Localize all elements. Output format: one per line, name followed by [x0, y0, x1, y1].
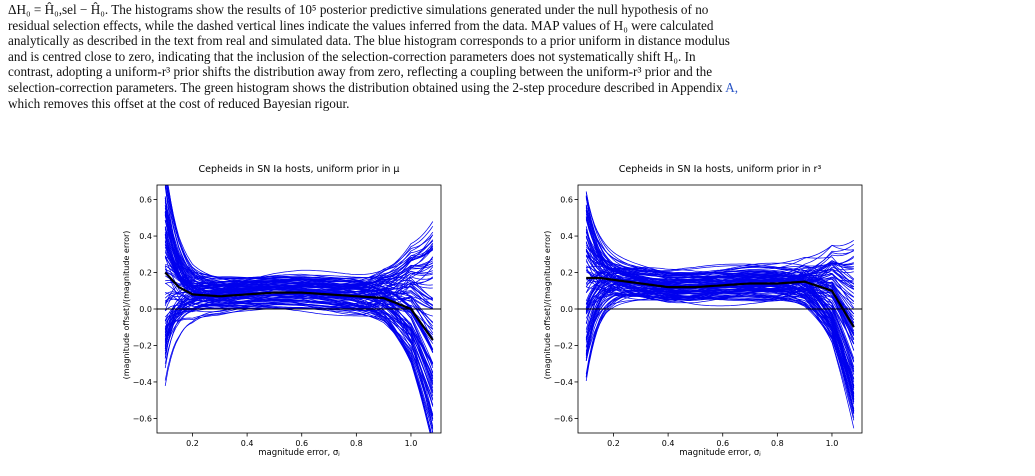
chart-panel-left: Cepheids in SN Ia hosts, uniform prior i… — [122, 164, 442, 458]
y-tick-label: 0.6 — [560, 196, 573, 205]
chart-panel-right: Cepheids in SN Ia hosts, uniform prior i… — [543, 164, 863, 458]
curve-line — [585, 257, 855, 299]
curve-line — [585, 228, 855, 375]
x-tick-label: 0.6 — [716, 439, 729, 448]
y-tick-label: 0.2 — [560, 269, 573, 278]
curve-line — [167, 185, 434, 374]
mean-curve-line — [586, 276, 855, 328]
curve-line — [164, 214, 434, 430]
x-axis-label: magnitude error, σⱼ — [679, 448, 761, 458]
x-axis-label: magnitude error, σⱼ — [258, 448, 340, 458]
x-tick-label: 1.0 — [826, 439, 839, 448]
caption-line: and is centred close to zero, indicating… — [8, 48, 696, 64]
appendix-link[interactable]: A, — [725, 79, 739, 95]
curve-line — [585, 217, 855, 368]
curve-line — [164, 213, 434, 300]
y-tick-label: 0.2 — [139, 269, 152, 278]
y-tick-label: 0.4 — [560, 232, 573, 241]
curve-line — [166, 185, 434, 354]
curve-group — [164, 185, 434, 433]
figure-svg: Cepheids in SN Ia hosts, uniform prior i… — [122, 164, 863, 458]
curve-line — [166, 185, 434, 330]
curve-line — [164, 264, 434, 307]
chart-title: Cepheids in SN Ia hosts, uniform prior i… — [199, 164, 400, 175]
x-tick-label: 1.0 — [405, 439, 418, 448]
caption-line: contrast, adopting a uniform-r³ prior sh… — [8, 64, 713, 80]
chart-title: Cepheids in SN Ia hosts, uniform prior i… — [619, 164, 822, 175]
curve-line — [585, 232, 855, 351]
curve-line — [585, 294, 855, 387]
y-tick-label: −0.4 — [133, 378, 152, 387]
curve-line — [164, 295, 434, 433]
y-axis-label: (magnitude offset)/(magnitude error) — [122, 231, 131, 380]
curve-line — [585, 250, 854, 333]
curve-line — [164, 186, 434, 309]
y-tick-label: 0.0 — [560, 305, 573, 314]
curve-line — [585, 242, 855, 372]
curve-line — [585, 269, 855, 380]
curve-line — [585, 292, 855, 382]
x-tick-label: 0.6 — [295, 439, 308, 448]
caption-line: ΔH₀ = Ĥ₀,sel − Ĥ₀. The histograms show t… — [8, 2, 709, 17]
x-tick-label: 0.4 — [662, 439, 675, 448]
curve-line — [164, 250, 431, 433]
caption-line: residual selection effects, while the da… — [8, 17, 714, 33]
x-tick-label: 0.2 — [607, 439, 620, 448]
y-tick-label: 0.4 — [139, 232, 152, 241]
curve-line — [585, 191, 854, 276]
y-tick-label: −0.4 — [554, 378, 573, 387]
curve-line — [164, 237, 431, 433]
curve-line — [164, 197, 433, 309]
curve-line — [164, 197, 433, 294]
curve-line — [164, 256, 434, 344]
y-tick-label: −0.6 — [133, 414, 152, 423]
figure-caption: ΔH₀ = Ĥ₀,sel − Ĥ₀. The histograms show t… — [8, 2, 1028, 111]
caption-line-text: selection-correction parameters. The gre… — [8, 79, 723, 95]
curve-line — [165, 298, 434, 422]
curve-line — [585, 192, 855, 336]
mean-curve-line — [164, 271, 434, 341]
curve-line — [166, 185, 433, 286]
y-tick-label: 0.6 — [139, 196, 152, 205]
y-axis-label: (magnitude offset)/(magnitude error) — [543, 231, 552, 380]
curve-line — [585, 290, 855, 395]
y-tick-label: −0.2 — [133, 341, 152, 350]
curve-line — [164, 300, 434, 377]
caption-line: analytically as described in the text fr… — [8, 33, 730, 49]
curve-line — [164, 304, 434, 417]
caption-line: which removes this offset at the cost of… — [8, 95, 350, 111]
curve-group — [585, 191, 855, 429]
x-tick-label: 0.8 — [350, 439, 363, 448]
curve-line — [585, 237, 855, 395]
curve-line — [585, 272, 855, 362]
y-tick-label: −0.6 — [554, 414, 573, 423]
curve-line — [165, 185, 434, 374]
x-tick-label: 0.8 — [771, 439, 784, 448]
curve-line — [585, 270, 855, 326]
x-tick-label: 0.4 — [241, 439, 254, 448]
x-tick-label: 0.2 — [186, 439, 199, 448]
caption-line: selection-correction parameters. The gre… — [8, 80, 1028, 96]
y-tick-label: −0.2 — [554, 341, 573, 350]
curve-line — [585, 265, 855, 314]
figure: Cepheids in SN Ia hosts, uniform prior i… — [0, 160, 1035, 471]
curve-line — [164, 284, 434, 334]
y-tick-label: 0.0 — [139, 305, 152, 314]
curve-line — [164, 296, 434, 433]
